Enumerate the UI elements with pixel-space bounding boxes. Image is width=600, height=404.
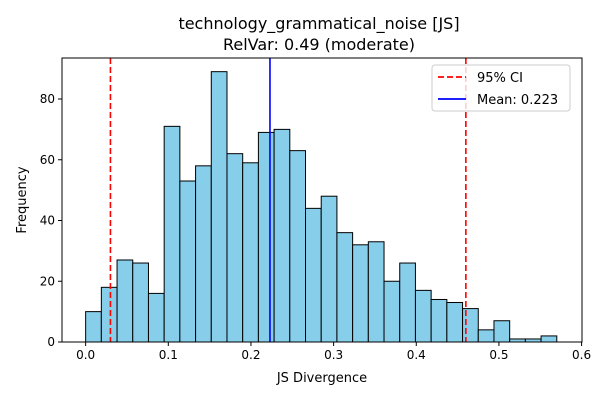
x-tick-label: 0.4 xyxy=(407,348,426,362)
x-axis-ticks: 0.0 0.1 0.2 0.3 0.4 0.5 0.6 xyxy=(76,342,591,362)
histogram-bar xyxy=(196,166,212,342)
histogram-bar xyxy=(211,72,227,342)
histogram-bar xyxy=(117,260,133,342)
y-tick-label: 80 xyxy=(40,92,55,106)
histogram-bar xyxy=(353,245,369,342)
histogram-bar xyxy=(541,336,557,342)
x-tick-label: 0.2 xyxy=(241,348,260,362)
y-tick-label: 40 xyxy=(40,214,55,228)
y-axis-ticks: 0 20 40 60 80 xyxy=(40,92,62,349)
chart-subtitle: RelVar: 0.49 (moderate) xyxy=(223,35,415,54)
histogram-bar xyxy=(478,330,494,342)
x-tick-label: 0.0 xyxy=(76,348,95,362)
y-axis-label: Frequency xyxy=(15,166,30,233)
histogram-bar xyxy=(494,321,510,342)
histogram-bar xyxy=(368,242,384,342)
histogram-bar xyxy=(415,290,431,342)
histogram-bar xyxy=(101,287,117,342)
histogram-bar xyxy=(274,129,290,342)
y-tick-label: 20 xyxy=(40,274,55,288)
x-tick-label: 0.5 xyxy=(489,348,508,362)
histogram-bar xyxy=(86,312,102,342)
histogram-bar xyxy=(180,181,196,342)
histogram-bar xyxy=(133,263,149,342)
x-axis-label: JS Divergence xyxy=(276,371,367,386)
histogram-bar xyxy=(400,263,416,342)
histogram-bar xyxy=(306,208,322,342)
histogram-bar xyxy=(447,303,463,342)
y-tick-label: 0 xyxy=(47,335,55,349)
chart-title: technology_grammatical_noise [JS] xyxy=(178,14,459,34)
histogram-bar xyxy=(164,126,180,342)
histogram-bar xyxy=(290,151,306,342)
y-tick-label: 60 xyxy=(40,153,55,167)
bars-layer xyxy=(86,72,557,342)
histogram-bar xyxy=(431,299,447,342)
legend-label-mean: Mean: 0.223 xyxy=(477,93,558,108)
histogram-bar xyxy=(258,132,274,342)
histogram-bar xyxy=(337,233,353,342)
x-tick-label: 0.6 xyxy=(572,348,591,362)
legend: 95% CI Mean: 0.223 xyxy=(432,65,570,111)
histogram-bar xyxy=(227,154,243,342)
histogram-bar xyxy=(243,163,259,342)
histogram-bar xyxy=(148,293,164,342)
histogram-bar xyxy=(384,281,400,342)
legend-label-ci: 95% CI xyxy=(477,71,523,86)
x-tick-label: 0.1 xyxy=(159,348,178,362)
x-tick-label: 0.3 xyxy=(324,348,343,362)
histogram-bar xyxy=(463,309,479,342)
histogram-bar xyxy=(321,196,337,342)
